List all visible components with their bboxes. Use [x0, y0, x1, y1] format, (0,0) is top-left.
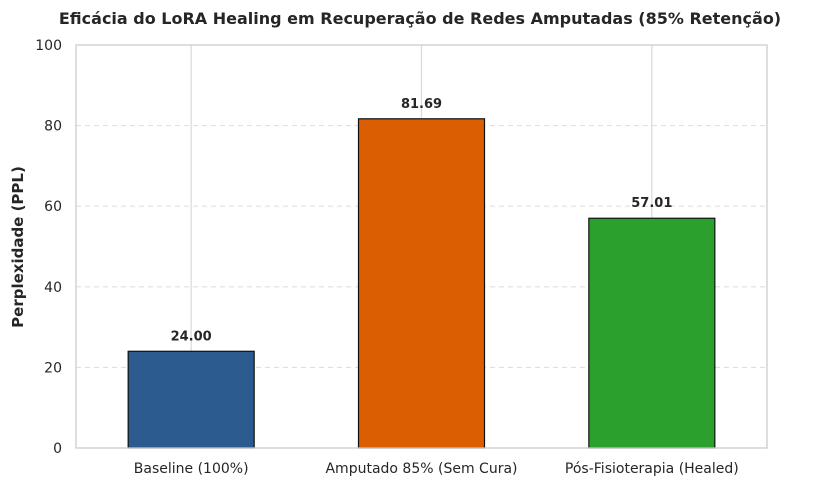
y-tick-label: 80	[44, 119, 62, 135]
y-axis-label: Perplexidade (PPL)	[9, 166, 27, 328]
x-tick-label: Pós-Fisioterapia (Healed)	[565, 461, 739, 477]
bar	[588, 217, 716, 449]
y-tick-label: 40	[44, 280, 62, 296]
y-tick-label: 20	[44, 360, 62, 376]
y-tick-label: 100	[35, 38, 62, 54]
x-tick-label: Baseline (100%)	[134, 461, 249, 477]
labels-layer: 24.00 81.69 57.01	[171, 97, 673, 344]
bars-layer	[127, 118, 716, 449]
y-tick-label: 0	[53, 441, 62, 457]
chart-title: Eficácia do LoRA Healing em Recuperação …	[59, 9, 781, 28]
ticks-layer: 0 20 40 60 80 100 Baseline (100%) Amputado 85% …	[35, 38, 738, 477]
data-label: 81.69	[401, 97, 442, 112]
x-tick-label: Amputado 85% (Sem Cura)	[325, 461, 517, 477]
plot-frame	[75, 44, 768, 449]
y-tick-label: 60	[44, 199, 62, 215]
data-label: 57.01	[631, 196, 672, 211]
bar	[357, 118, 486, 449]
data-label: 24.00	[171, 329, 212, 344]
bar	[127, 350, 255, 449]
